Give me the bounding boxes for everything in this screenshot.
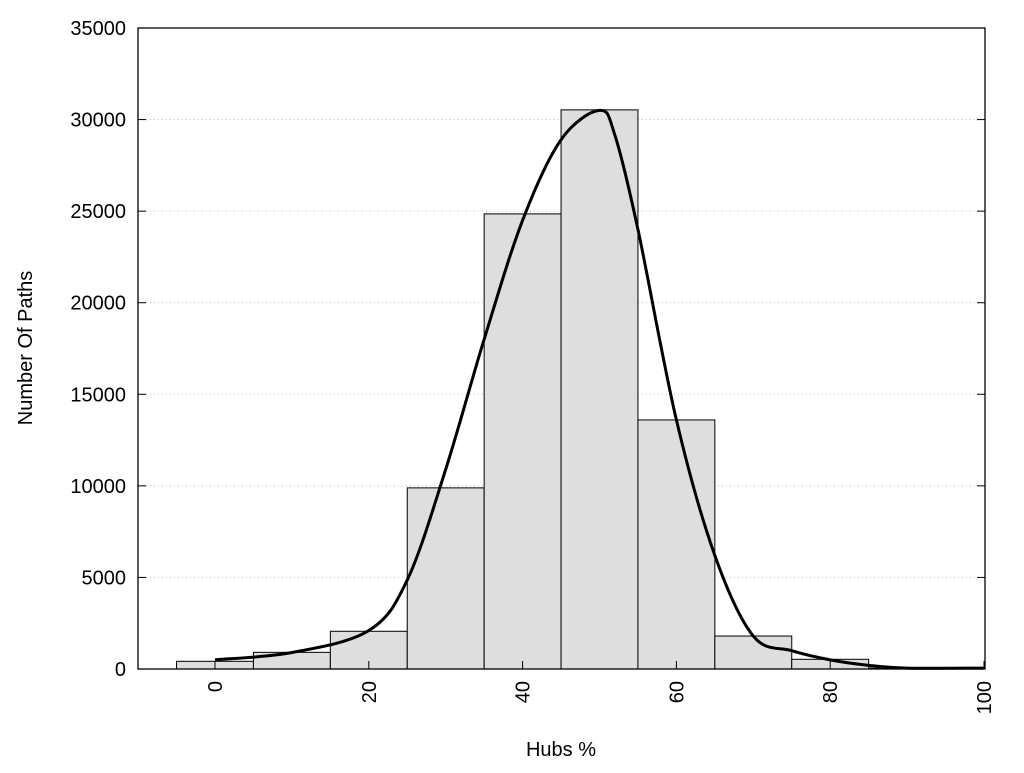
x-tick-label: 0 bbox=[205, 681, 227, 692]
y-ticks: 0 5000 10000 15000 20000 25000 30000 35000 bbox=[70, 18, 985, 681]
y-tick-label: 0 bbox=[115, 659, 126, 681]
y-tick-label: 10000 bbox=[70, 476, 126, 498]
x-tick-label: 100 bbox=[974, 681, 996, 714]
plot-frame bbox=[137, 27, 986, 670]
x-tick-label: 80 bbox=[820, 681, 842, 703]
y-tick-label: 5000 bbox=[82, 567, 127, 589]
x-ticks: 0 20 40 60 80 100 bbox=[205, 661, 996, 714]
x-axis-label: Hubs % bbox=[526, 739, 596, 761]
y-tick-label: 30000 bbox=[70, 110, 126, 132]
x-tick-label: 40 bbox=[513, 681, 535, 703]
bar bbox=[406, 487, 485, 670]
x-tick-label: 20 bbox=[359, 681, 381, 703]
bar bbox=[637, 419, 716, 670]
density-curve bbox=[214, 108, 985, 670]
y-tick-label: 35000 bbox=[70, 18, 126, 40]
y-tick-label: 15000 bbox=[70, 384, 126, 406]
bar bbox=[560, 109, 639, 670]
bar bbox=[714, 635, 793, 670]
y-axis-label: Number Of Paths bbox=[15, 271, 37, 426]
bars bbox=[176, 109, 947, 670]
bar bbox=[483, 213, 562, 670]
y-tick-label: 25000 bbox=[70, 201, 126, 223]
y-tick-label: 20000 bbox=[70, 293, 126, 315]
x-tick-label: 60 bbox=[666, 681, 688, 703]
